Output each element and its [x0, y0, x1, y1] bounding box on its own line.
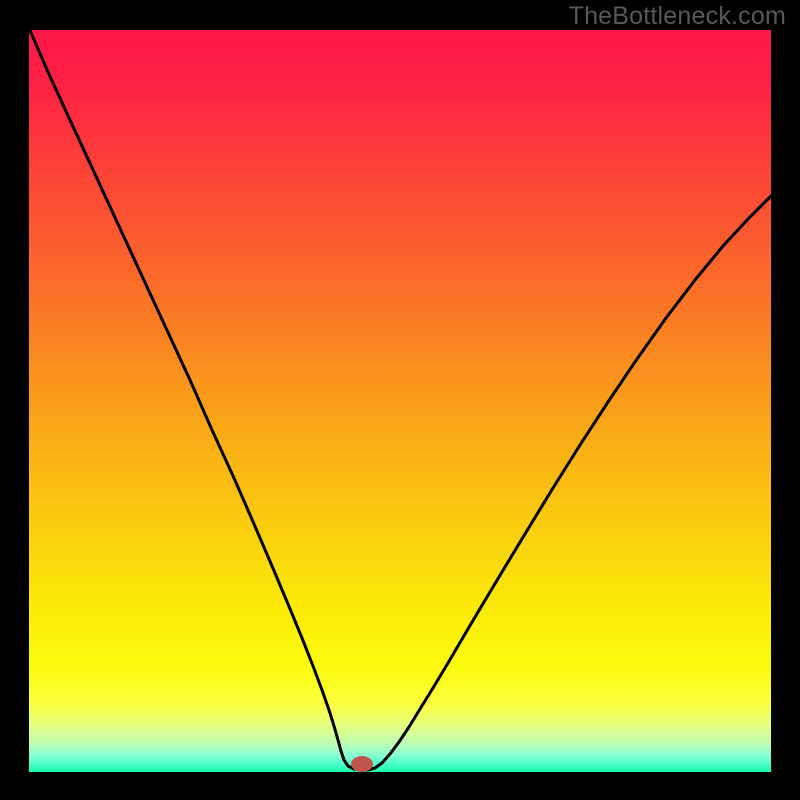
attribution-text: TheBottleneck.com [569, 2, 786, 31]
min-marker [351, 756, 373, 772]
gradient-background [29, 30, 771, 772]
bottleneck-chart [0, 0, 800, 800]
